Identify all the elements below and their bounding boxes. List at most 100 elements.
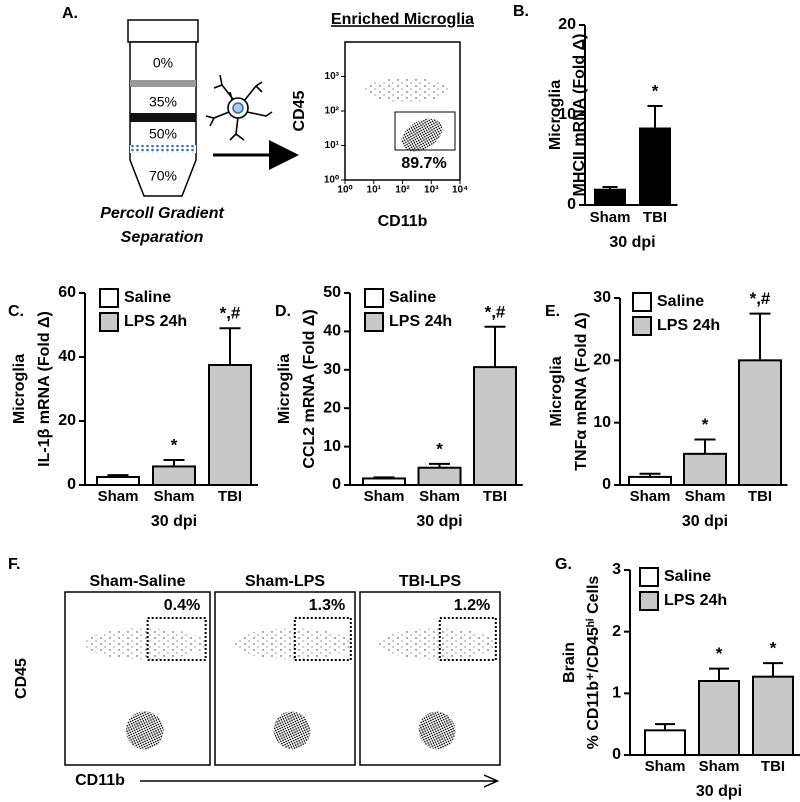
y-axis-label: TNFα mRNA (Fold Δ)	[573, 312, 590, 471]
y-tick-label: 10	[323, 438, 341, 455]
y-axis-label: CD45	[291, 90, 308, 131]
legend-label: Saline	[664, 568, 711, 585]
x-tick-label: Sham	[98, 488, 139, 505]
error-bar	[373, 476, 395, 479]
y-tick-label: 10	[593, 414, 611, 431]
gate	[438, 617, 497, 661]
y-tick-label: 10³	[325, 71, 340, 82]
error-bar	[647, 105, 663, 129]
caption: Percoll Gradient	[100, 205, 224, 222]
x-tick-label: Sham	[364, 488, 405, 505]
y-axis-label: Microglia	[11, 354, 28, 424]
error-bar	[602, 186, 618, 190]
gate	[394, 111, 456, 151]
y-axis-label: Microglia	[276, 354, 293, 424]
x-tick-label: Sham	[630, 488, 671, 505]
significance: *,#	[220, 304, 241, 323]
event-band	[233, 628, 351, 660]
x-tick-label: TBI	[218, 488, 242, 505]
y-tick-label: 20	[323, 399, 341, 416]
legend-swatch	[99, 288, 119, 308]
y-tick-label: 40	[58, 348, 76, 365]
event-band	[83, 628, 206, 660]
panel-label: G.	[555, 556, 572, 573]
x-tick-label: TBI	[483, 488, 507, 505]
y-axis-label: MHCII mRNA (Fold Δ)	[571, 34, 588, 197]
plot-title: Sham-LPS	[245, 573, 325, 590]
significance: *	[770, 639, 777, 658]
y-tick-label: 0	[332, 476, 341, 493]
error-bar	[763, 662, 783, 677]
legend-label: LPS 24h	[124, 313, 187, 330]
y-tick-label: 3	[612, 561, 621, 578]
y-tick-label: 40	[323, 323, 341, 340]
error-bar	[639, 472, 661, 477]
event-blob	[418, 711, 456, 750]
legend-swatch	[99, 312, 119, 332]
gate-label: 89.7%	[401, 155, 446, 172]
panel-label: E.	[545, 303, 560, 320]
x-tick-label: 10²	[395, 185, 410, 196]
plot-title: TBI-LPS	[399, 573, 462, 590]
x-axis-label: 30 dpi	[609, 234, 655, 251]
bar	[698, 680, 740, 756]
bar	[594, 188, 626, 206]
error-bar	[709, 667, 729, 681]
x-axis-label: 30 dpi	[696, 783, 742, 800]
legend-label: Saline	[124, 289, 171, 306]
gate-label: 1.3%	[309, 597, 345, 614]
significance: *	[652, 81, 659, 100]
x-tick-label: Sham	[699, 758, 740, 775]
x-axis-label: CD11b	[378, 213, 428, 230]
x-axis-label: 30 dpi	[682, 513, 728, 530]
bar	[362, 477, 406, 486]
x-tick-label: TBI	[643, 209, 667, 226]
legend-swatch	[639, 591, 659, 611]
y-axis-label: IL-1β mRNA (Fold Δ)	[36, 311, 53, 467]
y-tick-label: 10	[558, 106, 576, 123]
significance: *	[436, 439, 443, 458]
bar	[628, 475, 672, 487]
plot-frame	[344, 41, 461, 181]
gate-label: 1.2%	[454, 597, 490, 614]
bar	[417, 466, 462, 487]
panel-label: D.	[275, 303, 291, 320]
y-tick-label: 20	[558, 16, 576, 33]
x-tick-label: 10¹	[367, 185, 382, 196]
significance: *	[171, 436, 178, 455]
x-tick-label: 10⁴	[452, 185, 468, 196]
y-tick-label: 2	[612, 623, 621, 640]
bar	[96, 476, 140, 486]
y-tick-label: 50	[323, 284, 341, 301]
gate-label: 0.4%	[164, 597, 200, 614]
y-axis-label: Microglia	[547, 80, 564, 150]
bar	[644, 729, 686, 756]
error-bar	[484, 325, 506, 368]
layer-label: 70%	[149, 168, 177, 184]
error-bar	[163, 459, 185, 467]
event-blob	[273, 711, 311, 750]
panel-label: B.	[513, 3, 529, 20]
legend-swatch	[639, 567, 659, 587]
bar	[738, 359, 782, 487]
x-tick-label: Sham	[154, 488, 195, 505]
x-tick-label: 10³	[424, 185, 439, 196]
legend-swatch	[632, 316, 652, 336]
y-tick-label: 1	[612, 685, 621, 702]
legend-label: LPS 24h	[664, 592, 727, 609]
microglia-icon	[205, 74, 273, 141]
event-band	[365, 78, 450, 102]
y-axis-label: CCL2 mRNA (Fold Δ)	[301, 309, 318, 468]
x-axis-label: CD11b	[75, 772, 125, 789]
x-tick-label: Sham	[685, 488, 726, 505]
error-bar	[107, 474, 129, 477]
y-tick-label: 0	[612, 746, 621, 763]
plot-title: Enriched Microglia	[331, 11, 474, 28]
significance: *	[702, 415, 709, 434]
panel-label: C.	[8, 303, 24, 320]
error-bar	[694, 438, 716, 454]
legend-swatch	[364, 288, 384, 308]
error-bar	[219, 327, 241, 365]
gate	[146, 617, 207, 661]
bar	[473, 366, 517, 486]
